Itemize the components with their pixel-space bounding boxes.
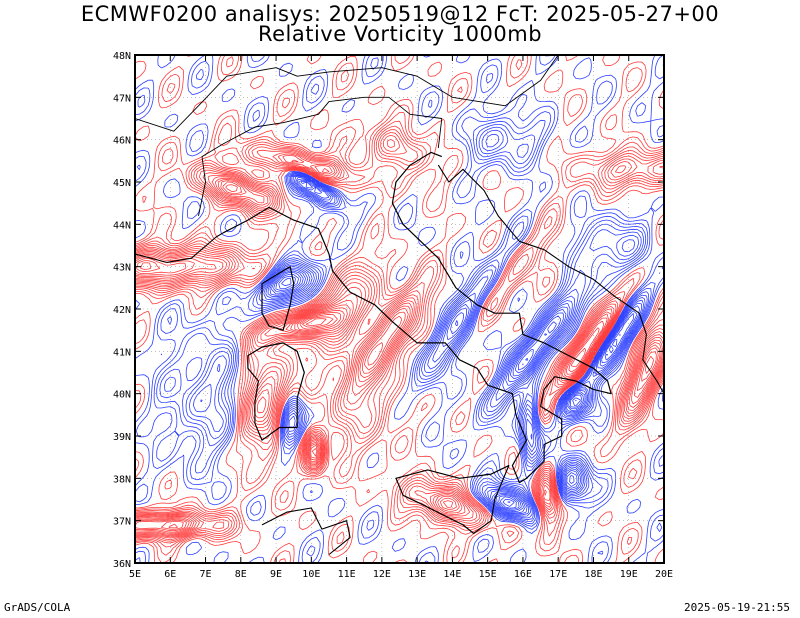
lon-tick-label: 19E xyxy=(620,569,638,580)
negative-vorticity-contour xyxy=(135,55,664,563)
lat-lon-grid xyxy=(135,55,664,563)
coastline-tunisia xyxy=(261,507,351,555)
positive-vorticity-contour xyxy=(299,313,338,330)
lon-tick-label: 14E xyxy=(443,569,461,580)
positive-vorticity-contour xyxy=(135,184,659,530)
lon-tick-label: 17E xyxy=(549,569,567,580)
positive-vorticity-contour xyxy=(135,132,664,540)
lat-tick-label: 47N xyxy=(113,93,131,104)
lat-tick-label: 37N xyxy=(113,517,131,528)
negative-vorticity-contour xyxy=(135,55,664,563)
lat-tick-label: 44N xyxy=(113,220,131,231)
lon-tick-label: 7E xyxy=(200,569,212,580)
negative-vorticity-contour xyxy=(192,134,644,517)
negative-vorticity-contour xyxy=(507,501,511,503)
footer-timestamp: 2025-05-19-21:55 xyxy=(684,601,790,614)
lon-tick-label: 11E xyxy=(338,569,356,580)
lat-tick-label: 39N xyxy=(113,432,131,443)
positive-vorticity-contour xyxy=(305,318,327,326)
positive-vorticity-contour xyxy=(135,125,664,544)
lat-tick-label: 45N xyxy=(113,178,131,189)
lat-tick-label: 48N xyxy=(113,51,131,62)
positive-vorticity-contour xyxy=(136,186,657,529)
lon-tick-label: 9E xyxy=(270,569,282,580)
positive-vorticity-contour xyxy=(135,55,664,563)
negative-vorticity-contour xyxy=(273,272,621,511)
lat-tick-label: 36N xyxy=(113,559,131,570)
negative-vorticity-contour xyxy=(156,119,652,525)
lon-tick-label: 16E xyxy=(514,569,532,580)
lon-tick-label: 13E xyxy=(408,569,426,580)
lon-tick-label: 18E xyxy=(584,569,602,580)
positive-vorticity-contour xyxy=(302,316,334,328)
negative-vorticity-contour xyxy=(275,273,583,510)
coastline-borders xyxy=(135,55,664,555)
negative-vorticity-contour xyxy=(269,179,638,514)
coastline-italy xyxy=(222,151,612,484)
coastline-balkans xyxy=(437,164,664,394)
border-alps xyxy=(198,96,443,216)
positive-vorticity-contour xyxy=(135,120,664,548)
negative-vorticity-contour xyxy=(135,55,664,563)
border-central-europe xyxy=(135,55,559,132)
lat-tick-label: 42N xyxy=(113,305,131,316)
lon-tick-label: 20E xyxy=(655,569,673,580)
positive-vorticity-contour xyxy=(135,155,664,536)
lat-tick-label: 41N xyxy=(113,347,131,358)
lat-tick-label: 38N xyxy=(113,474,131,485)
lon-tick-label: 10E xyxy=(302,569,320,580)
map-title-line-1: ECMWF0200 analisys: 20250519@12 FcT: 202… xyxy=(80,2,720,26)
lat-tick-label: 40N xyxy=(113,390,131,401)
lon-tick-label: 6E xyxy=(164,569,176,580)
coastline-corsica xyxy=(261,266,295,331)
positive-vorticity-contour xyxy=(135,180,662,533)
map-title-line-2: Relative Vorticity 1000mb xyxy=(257,22,543,46)
coastline-sardinia xyxy=(247,342,305,441)
lat-tick-label: 46N xyxy=(113,136,131,147)
positive-vorticity-contour xyxy=(135,134,664,539)
coastline-france xyxy=(135,232,224,263)
coastline-sicily xyxy=(395,465,510,534)
lon-tick-label: 12E xyxy=(373,569,391,580)
lat-tick-label: 43N xyxy=(113,263,131,274)
negative-vorticity-contour xyxy=(281,277,577,507)
axis-ticks: 5E 6E 7E 8E 9E 10E 11E 12E 13E 14E 15E 16E 17E 18E 19E… xyxy=(113,51,673,580)
lon-tick-label: 8E xyxy=(235,569,247,580)
lon-tick-label: 15E xyxy=(479,569,497,580)
lon-tick-label: 5E xyxy=(129,569,141,580)
negative-vorticity-contour xyxy=(271,180,635,513)
footer-credit: GrADS/COLA xyxy=(4,601,71,614)
positive-vorticity-contour xyxy=(135,159,664,535)
